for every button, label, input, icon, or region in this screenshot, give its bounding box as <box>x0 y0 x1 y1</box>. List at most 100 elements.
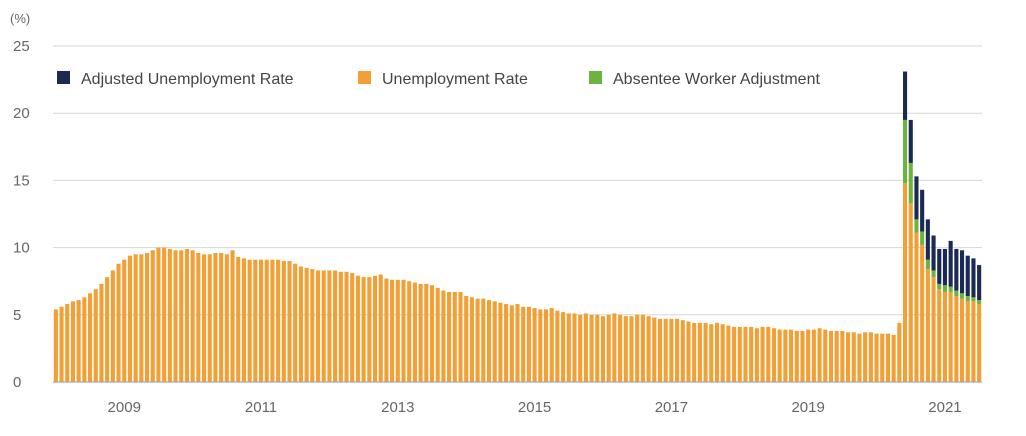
bar-unemployment-rate <box>464 295 469 382</box>
bar-unemployment-rate <box>612 313 617 382</box>
bar-unemployment-rate <box>771 328 777 382</box>
bar-unemployment-rate <box>840 330 845 382</box>
bar-unemployment-rate <box>196 252 201 382</box>
bar-absentee-worker-adjustment <box>914 219 919 233</box>
bar-unemployment-rate <box>509 305 514 382</box>
bar-adjusted-unemployment-rate <box>903 71 908 120</box>
bar-unemployment-rate <box>828 330 834 382</box>
bar-unemployment-rate <box>429 285 435 382</box>
bar-unemployment-rate <box>372 275 378 382</box>
bar-unemployment-rate <box>452 291 457 382</box>
bar-unemployment-rate <box>675 318 680 382</box>
bar-unemployment-rate <box>378 274 383 382</box>
x-tick-label: 2017 <box>655 399 688 416</box>
bar-unemployment-rate <box>732 326 737 382</box>
bar-unemployment-rate <box>99 283 104 382</box>
bar-unemployment-rate <box>709 324 714 382</box>
bar-unemployment-rate <box>401 279 406 382</box>
bar-unemployment-rate <box>794 330 799 382</box>
bar-unemployment-rate <box>236 257 241 382</box>
y-tick-label: 25 <box>13 38 30 55</box>
bar-unemployment-rate <box>686 321 691 382</box>
legend-swatch-absentee-adjustment <box>589 71 602 84</box>
bar-unemployment-rate <box>720 324 725 382</box>
bar-unemployment-rate <box>880 333 885 382</box>
bar-unemployment-rate <box>184 248 189 382</box>
bar-adjusted-unemployment-rate <box>942 248 948 286</box>
bar-unemployment-rate <box>201 254 207 382</box>
bar-unemployment-rate <box>315 270 321 382</box>
bar-unemployment-rate <box>760 326 765 382</box>
bar-unemployment-rate <box>743 326 748 382</box>
bar-unemployment-rate <box>697 322 702 382</box>
y-tick-label: 10 <box>13 240 30 257</box>
bar-unemployment-rate <box>766 326 771 382</box>
bar-absentee-worker-adjustment <box>971 297 976 302</box>
bar-unemployment-rate <box>207 254 212 382</box>
bar-unemployment-rate <box>287 261 292 382</box>
bar-unemployment-rate <box>230 250 235 382</box>
bar-unemployment-rate <box>543 309 549 382</box>
bar-unemployment-rate <box>486 300 492 382</box>
bar-absentee-worker-adjustment <box>954 290 959 296</box>
bar-unemployment-rate <box>754 328 759 382</box>
bar-unemployment-rate <box>93 289 98 382</box>
bar-unemployment-rate <box>424 283 429 382</box>
y-tick-label: 5 <box>13 307 21 324</box>
bar-unemployment-rate <box>173 250 178 382</box>
bar-unemployment-rate <box>281 261 286 382</box>
bar-unemployment-rate <box>538 309 543 382</box>
bar-unemployment-rate <box>407 281 412 382</box>
y-unit-label: (%) <box>10 11 30 26</box>
bar-unemployment-rate <box>914 232 919 382</box>
bar-absentee-worker-adjustment <box>908 162 913 204</box>
bar-unemployment-rate <box>270 259 275 382</box>
bar-unemployment-rate <box>327 270 332 382</box>
bar-unemployment-rate <box>70 301 75 382</box>
y-tick-label: 0 <box>13 374 21 391</box>
bar-unemployment-rate <box>726 325 731 382</box>
bar-unemployment-rate <box>350 273 355 382</box>
grid <box>53 45 982 316</box>
bar-adjusted-unemployment-rate <box>971 258 976 298</box>
bar-unemployment-rate <box>623 316 628 382</box>
bar-unemployment-rate <box>868 332 873 382</box>
bar-unemployment-rate <box>179 250 184 382</box>
bar-unemployment-rate <box>105 277 110 382</box>
bar-unemployment-rate <box>133 254 138 382</box>
bar-unemployment-rate <box>692 322 697 382</box>
bar-unemployment-rate <box>532 308 537 382</box>
bar-unemployment-rate <box>583 313 588 382</box>
bar-unemployment-rate <box>253 259 258 382</box>
bar-unemployment-rate <box>258 259 264 382</box>
x-tick-label: 2009 <box>108 399 141 416</box>
bar-absentee-worker-adjustment <box>965 295 970 302</box>
bar-unemployment-rate <box>800 330 805 382</box>
bar-unemployment-rate <box>293 263 298 382</box>
legend-label-unemployment: Unemployment Rate <box>382 71 528 88</box>
bar-unemployment-rate <box>749 326 754 382</box>
bar-unemployment-rate <box>680 320 685 382</box>
bar-unemployment-rate <box>618 314 623 382</box>
bar-unemployment-rate <box>851 332 856 382</box>
bar-unemployment-rate <box>475 298 480 382</box>
bar-unemployment-rate <box>863 332 868 382</box>
bar-unemployment-rate <box>110 270 115 382</box>
bar-unemployment-rate <box>469 297 474 382</box>
bar-unemployment-rate <box>931 277 936 382</box>
bar-unemployment-rate <box>960 298 965 382</box>
bar-unemployment-rate <box>150 250 155 382</box>
bar-adjusted-unemployment-rate <box>914 176 919 220</box>
bars <box>53 71 982 382</box>
bar-unemployment-rate <box>908 203 913 382</box>
bar-adjusted-unemployment-rate <box>925 219 930 260</box>
bar-unemployment-rate <box>783 329 788 382</box>
bar-unemployment-rate <box>213 252 218 382</box>
bar-adjusted-unemployment-rate <box>920 189 925 232</box>
bar-unemployment-rate <box>384 278 389 382</box>
bar-unemployment-rate <box>857 333 862 382</box>
bar-adjusted-unemployment-rate <box>931 235 936 271</box>
bar-unemployment-rate <box>777 329 782 382</box>
bar-unemployment-rate <box>561 312 566 382</box>
legend-swatch-unemployment <box>358 71 371 84</box>
